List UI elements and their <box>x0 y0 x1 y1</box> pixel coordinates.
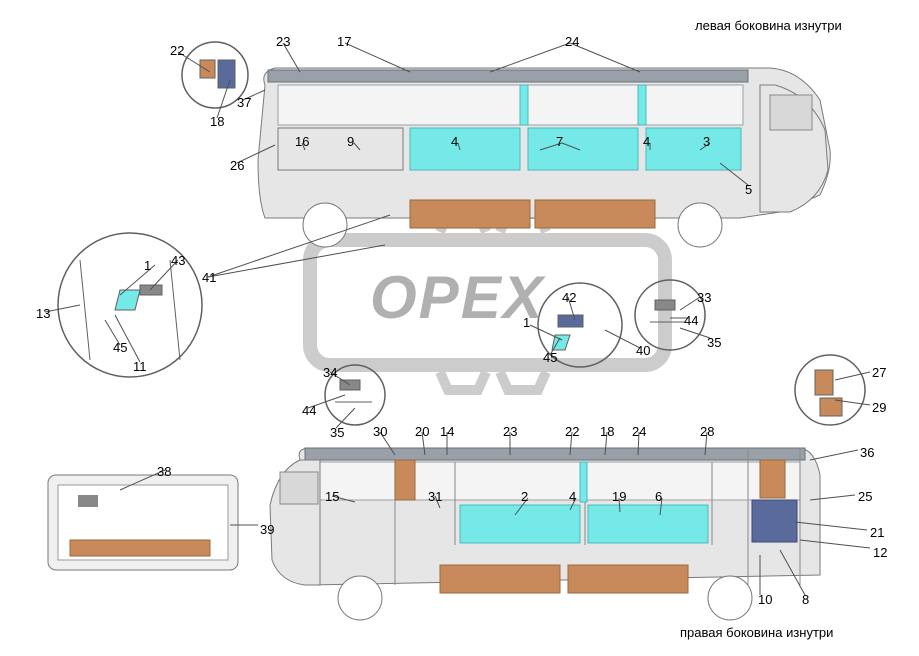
callout-4: 4 <box>569 489 576 504</box>
callout-35: 35 <box>330 425 344 440</box>
watermark-text: OPEX <box>370 263 545 332</box>
callout-44: 44 <box>684 313 698 328</box>
title-bottom: правая боковина изнутри <box>680 625 833 640</box>
rear-box <box>48 475 238 570</box>
callout-37: 37 <box>237 95 251 110</box>
callout-40: 40 <box>636 343 650 358</box>
callout-31: 31 <box>428 489 442 504</box>
callout-4: 4 <box>643 134 650 149</box>
callout-14: 14 <box>440 424 454 439</box>
callout-22: 22 <box>170 43 184 58</box>
detail-shapes <box>80 60 842 416</box>
callout-17: 17 <box>337 34 351 49</box>
callout-18: 18 <box>600 424 614 439</box>
callout-25: 25 <box>858 489 872 504</box>
callout-33: 33 <box>697 290 711 305</box>
callout-13: 13 <box>36 306 50 321</box>
callout-22: 22 <box>565 424 579 439</box>
diagram-canvas: левая боковина изнутри правая боковина и… <box>0 0 919 656</box>
callout-36: 36 <box>860 445 874 460</box>
callout-38: 38 <box>157 464 171 479</box>
callout-45: 45 <box>113 340 127 355</box>
callout-8: 8 <box>802 592 809 607</box>
callout-12: 12 <box>873 545 887 560</box>
callout-1: 1 <box>523 315 530 330</box>
callout-35: 35 <box>707 335 721 350</box>
callout-1: 1 <box>144 258 151 273</box>
callout-34: 34 <box>323 365 337 380</box>
callout-5: 5 <box>745 182 752 197</box>
callout-4: 4 <box>451 134 458 149</box>
callout-45: 45 <box>543 350 557 365</box>
callout-30: 30 <box>373 424 387 439</box>
callout-23: 23 <box>503 424 517 439</box>
callout-15: 15 <box>325 489 339 504</box>
callout-20: 20 <box>415 424 429 439</box>
callout-44: 44 <box>302 403 316 418</box>
callout-43: 43 <box>171 253 185 268</box>
callout-19: 19 <box>612 489 626 504</box>
callout-41: 41 <box>202 270 216 285</box>
callout-18: 18 <box>210 114 224 129</box>
callout-26: 26 <box>230 158 244 173</box>
callout-42: 42 <box>562 290 576 305</box>
callout-23: 23 <box>276 34 290 49</box>
title-top: левая боковина изнутри <box>695 18 842 33</box>
callout-16: 16 <box>295 134 309 149</box>
callout-28: 28 <box>700 424 714 439</box>
callout-3: 3 <box>703 134 710 149</box>
top-bus <box>258 68 830 247</box>
callout-7: 7 <box>556 134 563 149</box>
callout-10: 10 <box>758 592 772 607</box>
callout-11: 11 <box>133 359 147 374</box>
callout-2: 2 <box>521 489 528 504</box>
callout-6: 6 <box>655 489 662 504</box>
callout-9: 9 <box>347 134 354 149</box>
callout-27: 27 <box>872 365 886 380</box>
callout-24: 24 <box>632 424 646 439</box>
callout-24: 24 <box>565 34 579 49</box>
callout-39: 39 <box>260 522 274 537</box>
callout-21: 21 <box>870 525 884 540</box>
bottom-bus <box>270 448 820 620</box>
callout-29: 29 <box>872 400 886 415</box>
